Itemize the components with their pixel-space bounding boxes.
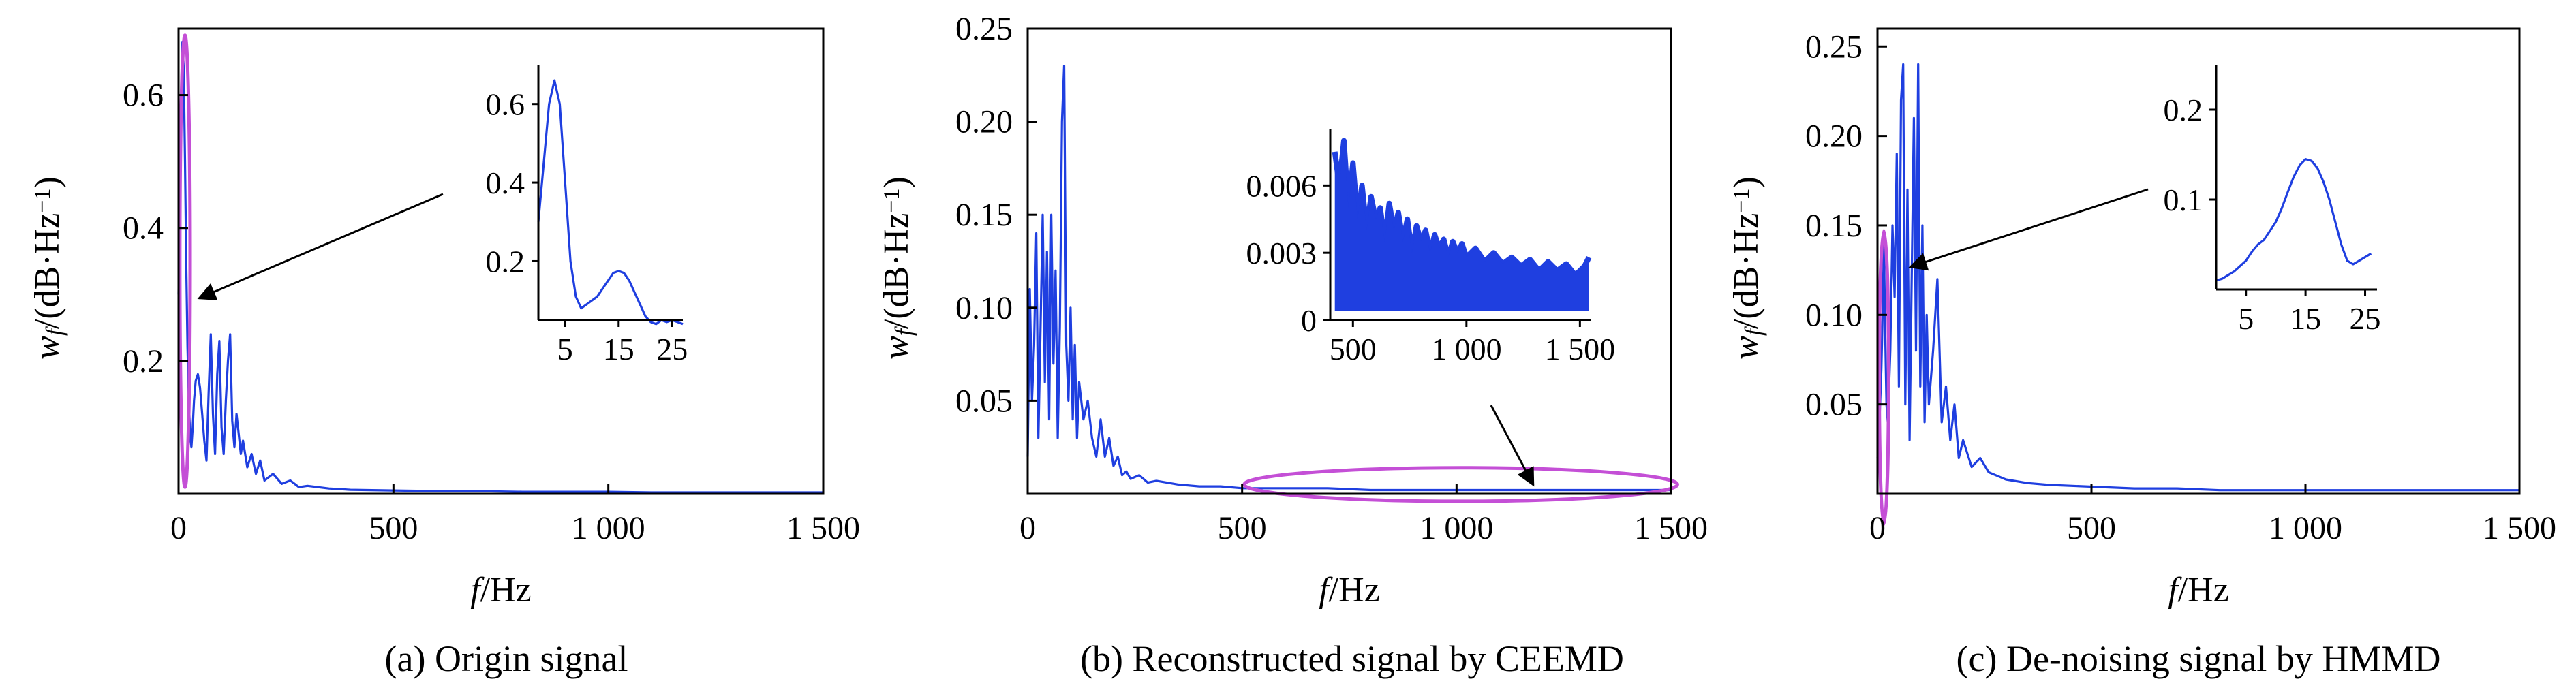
series-line [1026, 64, 1671, 492]
highlight-ellipse [178, 33, 192, 489]
panel-caption: (a) Origin signal [385, 638, 628, 679]
inset-x-tick-label: 5 [557, 332, 573, 366]
inset-series-band [1334, 140, 1589, 311]
inset-series-line [537, 79, 684, 326]
x-tick-label: 1 500 [1634, 510, 1708, 546]
y-axis-label-close: ) [877, 176, 916, 188]
y-tick-label: 0.10 [1805, 297, 1862, 333]
inset-chart: 5 15 25 0.1 0.2 [2164, 65, 2381, 336]
x-axis-label: f/Hz [2168, 571, 2229, 610]
inset-y-tick-label: 0.2 [2164, 93, 2203, 127]
x-tick-label: 1 000 [572, 510, 645, 546]
x-axis-label: f/Hz [470, 571, 532, 610]
x-axis-label-unit: /Hz [480, 571, 532, 610]
y-tick-label: 0.15 [1805, 208, 1862, 244]
highlight-ellipse [1242, 466, 1679, 503]
x-tick-label: 500 [369, 510, 418, 546]
annotation-arrow [1908, 188, 2149, 271]
inset-chart: 500 1 000 1 500 0 0.003 0.006 [1246, 129, 1616, 366]
panel-caption: (c) De-noising signal by HMMD [1957, 638, 2441, 679]
y-axis-label: wf/(dB·Hz−1) [28, 176, 68, 360]
inset-x-tick-label: 15 [603, 332, 634, 366]
annotation-arrow [1490, 405, 1535, 487]
y-tick-label: 0.20 [955, 104, 1013, 140]
inset-x-tick-label: 25 [2350, 301, 2381, 336]
inset-series-line [2215, 158, 2372, 282]
x-tick-label: 500 [1218, 510, 1267, 546]
inset-y-tick-label: 0.4 [486, 166, 525, 200]
x-axis-label: f/Hz [1319, 571, 1380, 610]
x-tick-label: 0 [1869, 510, 1886, 546]
y-axis-label-sup: −1 [30, 189, 55, 213]
y-axis-label-close: ) [28, 176, 67, 188]
panel-a: 0 500 1 000 1 500 0.2 0.4 0.6 f/Hz wf/(dB·Hz−1) (… [28, 27, 860, 679]
plot-frame [177, 27, 825, 495]
inset-x-tick-label: 1 000 [1431, 332, 1502, 366]
panel-caption: (b) Reconstructed signal by CEEMD [1080, 638, 1624, 679]
inset-x-tick-label: 5 [2238, 301, 2254, 336]
series-line [177, 40, 823, 494]
y-axis-label-unit: /(dB·Hz [1727, 213, 1766, 329]
y-axis-label-unit: /(dB·Hz [877, 213, 916, 329]
x-tick-label: 0 [1019, 510, 1036, 546]
y-tick-label: 0.6 [123, 78, 164, 114]
y-tick-label: 0.2 [123, 343, 164, 379]
x-tick-label: 1 500 [786, 510, 860, 546]
y-axis-label-italic: w [1727, 336, 1766, 360]
y-axis-label-close: ) [1727, 176, 1766, 188]
inset-x-tick-label: 15 [2290, 301, 2321, 336]
y-axis-label-italic: w [28, 336, 67, 360]
x-axis-label-unit: /Hz [2178, 571, 2229, 610]
x-tick-label: 500 [2067, 510, 2116, 546]
x-tick-label: 1 000 [1420, 510, 1493, 546]
panel-b: 0 500 1 000 1 500 0.05 0.10 0.15 0.20 0.25 f/Hz wf… [877, 11, 1708, 679]
plot-frame [1026, 27, 1672, 495]
y-tick-label: 0.25 [955, 11, 1013, 47]
y-axis-label-unit: /(dB·Hz [28, 213, 67, 329]
y-tick-label: 0.15 [955, 197, 1013, 233]
y-tick-label: 0.25 [1805, 29, 1862, 65]
x-tick-label: 1 500 [2483, 510, 2556, 546]
panel-c: 0 500 1 000 1 5000.050.100.150.200.25f/Hzwf… [1727, 27, 2556, 679]
x-tick-label: 1 000 [2269, 510, 2342, 546]
highlight-ellipse [1877, 229, 1890, 526]
inset-x-tick-label: 1 500 [1545, 332, 1616, 366]
inset-y-tick-label: 0.6 [486, 87, 525, 122]
inset-y-tick-label: 0.003 [1246, 236, 1317, 270]
inset-y-tick-label: 0 [1301, 303, 1317, 338]
y-tick-label: 0.20 [1805, 119, 1862, 155]
annotation-arrow [197, 193, 444, 300]
series-line [1876, 63, 2519, 492]
inset-x-tick-label: 500 [1330, 332, 1377, 366]
inset-y-tick-label: 0.2 [486, 244, 525, 279]
y-axis-label-italic: w [877, 336, 916, 360]
inset-y-tick-label: 0.1 [2164, 183, 2203, 217]
plot-frame [1876, 27, 2521, 495]
y-tick-label: 0.4 [123, 210, 164, 247]
x-axis-label-unit: /Hz [1329, 571, 1380, 610]
y-axis-label: wf/(dB·Hz−1) [877, 176, 917, 360]
inset-chart: 5 15 25 0.2 0.4 0.6 [486, 65, 688, 366]
inset-y-tick-label: 0.006 [1246, 168, 1317, 203]
y-axis-label-sup: −1 [879, 189, 904, 213]
y-tick-label: 0.05 [955, 383, 1013, 419]
y-axis-label: wf/(dB·Hz−1) [1727, 176, 1767, 360]
y-axis-label-sup: −1 [1729, 189, 1754, 213]
x-tick-label: 0 [170, 510, 187, 546]
y-tick-label: 0.05 [1805, 387, 1862, 423]
inset-x-tick-label: 25 [656, 332, 688, 366]
y-tick-label: 0.10 [955, 290, 1013, 326]
